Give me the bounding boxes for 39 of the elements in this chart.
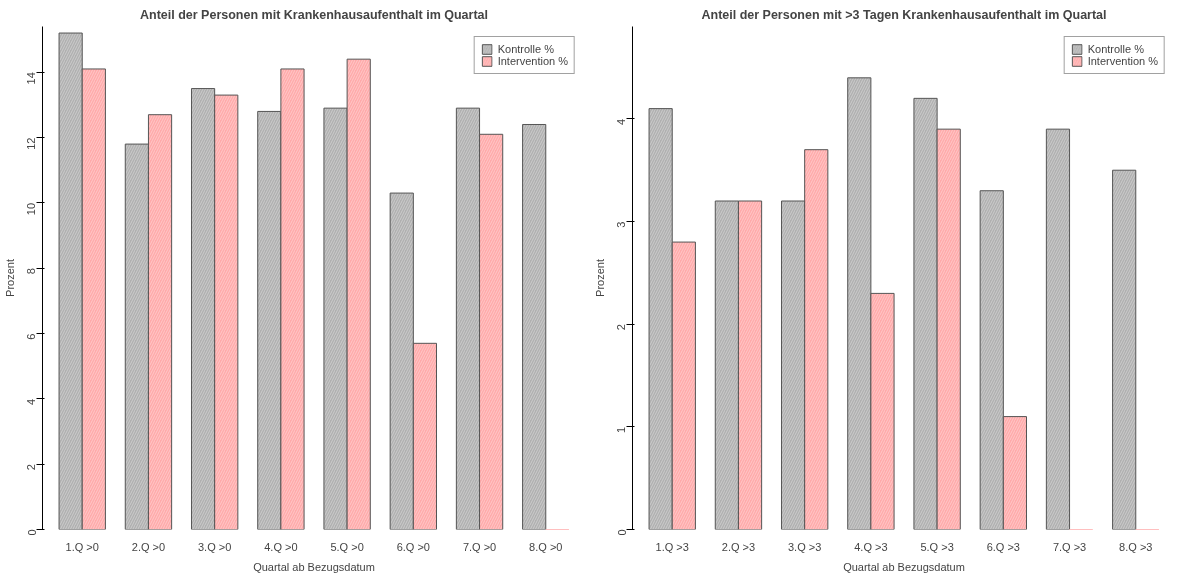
- x-axis-title: Quartal ab Bezugsdatum: [253, 560, 375, 573]
- y-tick-label: 1: [615, 426, 628, 433]
- legend-label: Intervention %: [1087, 55, 1158, 67]
- y-tick-label: 4: [615, 118, 628, 126]
- y-axis-title: Prozent: [593, 259, 606, 297]
- x-tick-label: 6.Q >0: [396, 540, 430, 553]
- x-tick-label: 7.Q >0: [462, 540, 497, 553]
- y-tick-label: 8: [25, 268, 38, 275]
- y-tick-label: 14: [25, 72, 38, 85]
- y-tick-label: 0: [25, 529, 38, 536]
- x-axis-title: Quartal ab Bezugsdatum: [843, 560, 965, 573]
- x-tick-label: 2.Q >0: [131, 540, 166, 553]
- y-tick-label: 3: [615, 221, 628, 228]
- legend-label: Kontrolle %: [497, 43, 554, 55]
- y-tick-label: 0: [615, 529, 628, 536]
- x-tick-label: 4.Q >3: [854, 540, 888, 553]
- x-tick-label: 5.Q >0: [330, 540, 364, 553]
- legend-label: Intervention %: [497, 55, 568, 67]
- chart-title: Anteil der Personen mit >3 Tagen Krankenhausaufenthalt im Quartal: [701, 7, 1107, 22]
- x-tick-label: 1.Q >0: [65, 540, 99, 553]
- y-tick-label: 4: [25, 398, 38, 405]
- y-tick-label: 10: [25, 202, 38, 216]
- y-tick-label: 12: [25, 137, 38, 150]
- x-tick-label: 2.Q >3: [721, 540, 756, 553]
- y-tick-label: 6: [25, 333, 38, 340]
- x-tick-label: 8.Q >3: [1119, 540, 1153, 553]
- y-tick-label: 2: [615, 324, 628, 331]
- x-tick-label: 8.Q >0: [529, 540, 563, 553]
- x-tick-label: 4.Q >0: [264, 540, 298, 553]
- x-tick-label: 5.Q >3: [920, 540, 954, 553]
- x-tick-label: 3.Q >0: [198, 540, 232, 553]
- x-tick-label: 1.Q >3: [655, 540, 689, 553]
- x-tick-label: 7.Q >3: [1052, 540, 1087, 553]
- legend-label: Kontrolle %: [1087, 43, 1144, 55]
- y-axis-title: Prozent: [3, 259, 16, 297]
- x-tick-label: 3.Q >3: [788, 540, 822, 553]
- x-tick-label: 6.Q >3: [986, 540, 1020, 553]
- y-tick-label: 2: [25, 464, 38, 471]
- chart-title: Anteil der Personen mit Krankenhausaufenthalt im Quartal: [140, 7, 488, 22]
